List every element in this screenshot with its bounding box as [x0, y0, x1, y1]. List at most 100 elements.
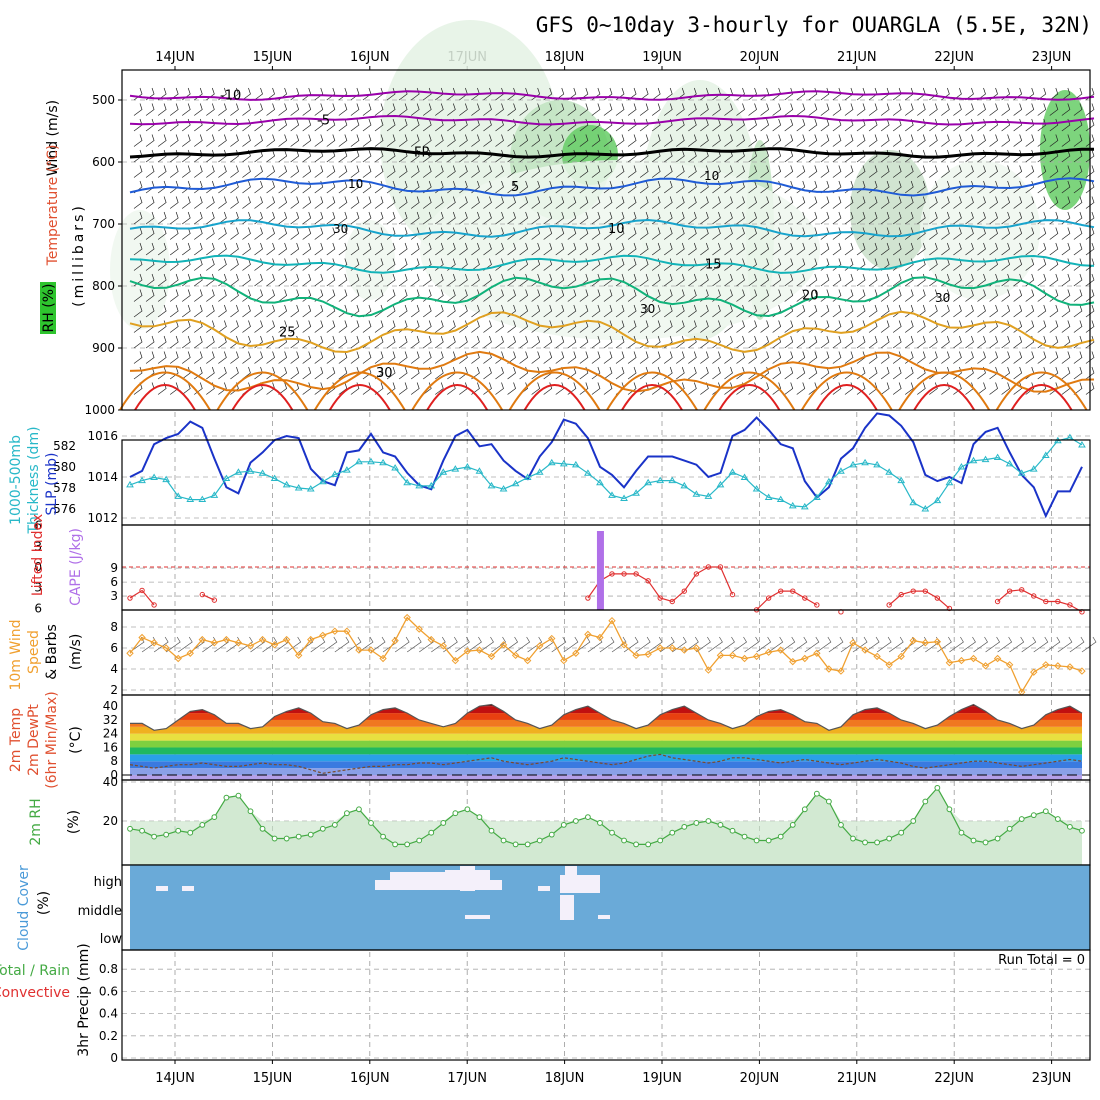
wind-barb: [917, 180, 926, 194]
wind-barb: [422, 103, 432, 116]
wind-barb: [1073, 118, 1083, 132]
wind-barb: [688, 211, 697, 225]
wind-barb: [977, 118, 986, 132]
wind-barb: [242, 273, 251, 287]
wind-barb: [447, 242, 456, 256]
wind-barb: [230, 258, 239, 271]
rh-marker: [319, 825, 326, 832]
wind-barb: [627, 273, 637, 287]
wind-barb: [194, 242, 203, 256]
wind-barb: [169, 320, 179, 333]
wind-barb: [953, 273, 962, 287]
wind-barb: [169, 242, 179, 256]
wind-barb: [892, 242, 902, 256]
wind-barb: [169, 196, 179, 209]
wind-barb: [374, 103, 384, 116]
wind-barb: [1001, 134, 1011, 147]
isotherm-20: [129, 276, 1095, 318]
wind10m-barb: [864, 636, 880, 653]
wind10m-marker: [656, 644, 664, 652]
wind-barb: [808, 273, 818, 287]
wind-barb: [362, 351, 372, 364]
wind-barb: [398, 227, 408, 240]
wind10m-barb: [515, 636, 531, 653]
wind-barb: [169, 273, 179, 287]
wind-barb: [266, 242, 275, 256]
wind-barb: [1085, 134, 1095, 147]
wind10m-marker: [584, 630, 592, 639]
wind-barb: [724, 366, 733, 380]
wind10m-marker: [391, 636, 399, 645]
wind-barb: [145, 289, 155, 302]
wind-barb: [904, 180, 914, 194]
wind10m-marker: [837, 667, 845, 675]
hot-core-contour: [134, 384, 196, 411]
wind-barb: [350, 103, 360, 116]
wind-barb: [844, 165, 854, 178]
wind-barb: [784, 335, 794, 349]
wind-barb: [904, 165, 914, 178]
wind-barb: [917, 304, 926, 318]
lifted-index-line: [888, 590, 950, 609]
wind-barb: [977, 273, 986, 287]
wind10m-marker: [367, 646, 375, 654]
wind10m-barb: [720, 636, 735, 653]
wind-barb: [157, 273, 167, 287]
wind-barb: [1073, 165, 1083, 178]
wind-barb: [784, 273, 794, 287]
wind-barb: [627, 103, 637, 116]
wind-barb: [796, 165, 806, 178]
wind-barb: [603, 366, 613, 380]
wind-barb: [314, 320, 324, 333]
wind-barb: [471, 258, 480, 271]
wind-barb: [1061, 134, 1071, 147]
wind-barb: [145, 335, 155, 349]
wind10m-barb: [467, 636, 482, 653]
li-tick-label: 0: [34, 560, 42, 574]
wind-barb: [242, 165, 251, 178]
wind-barb: [977, 227, 986, 240]
thickness-marker: [788, 501, 797, 509]
rh-marker: [151, 833, 158, 840]
cloud-gap: [390, 872, 450, 890]
wind-barb: [145, 351, 155, 364]
li-marker: [127, 595, 133, 601]
wind-barb: [483, 118, 492, 132]
temp-band: [130, 754, 1082, 762]
wind-barb: [748, 87, 757, 101]
temp-label-2: 2m DewPt: [26, 704, 42, 776]
wind-unit-label: (m/s): [68, 634, 84, 671]
wind-barb: [519, 304, 529, 318]
cloud-middle-label: middle: [78, 904, 122, 919]
wind-barb: [712, 242, 721, 256]
wind-barb: [194, 180, 203, 194]
wind-barb: [362, 118, 372, 132]
li-marker: [669, 598, 675, 605]
wind10m-barb: [599, 636, 615, 653]
wind-barb: [808, 118, 818, 132]
wind-barb: [435, 149, 444, 163]
thickness-marker: [391, 464, 399, 471]
wind-barb: [1025, 289, 1035, 302]
wind-barb: [892, 258, 902, 271]
wind-barb: [1061, 289, 1071, 302]
wind10m-marker: [403, 613, 411, 622]
wind-barb: [579, 118, 589, 132]
wind-barb: [603, 382, 613, 395]
rh2m-lines: [127, 784, 1085, 865]
wind-barb: [543, 242, 553, 256]
temp-band: [130, 733, 1082, 741]
wind10m-marker: [945, 658, 954, 667]
date-label-top: 18JUN: [545, 50, 585, 65]
rh-marker: [729, 827, 736, 834]
wind-barb: [639, 180, 649, 194]
wind10m-marker: [692, 644, 701, 652]
rh-marker: [356, 806, 362, 813]
li-marker: [778, 588, 784, 594]
wind-barb: [941, 134, 950, 147]
wind-barb: [422, 165, 432, 178]
rh-marker: [488, 827, 495, 834]
wind-barb: [471, 103, 480, 116]
wind-barb: [917, 289, 926, 302]
rh-contour-label: 10: [348, 177, 363, 191]
